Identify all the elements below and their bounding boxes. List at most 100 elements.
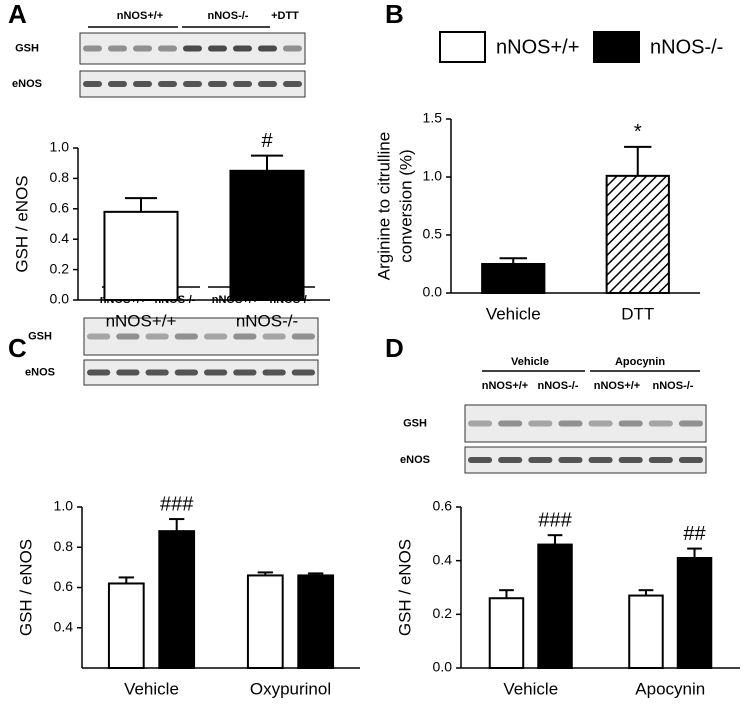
blot-band: [233, 81, 252, 87]
blot-band: [291, 369, 315, 376]
blot-band: [678, 420, 703, 427]
bar: [537, 543, 573, 669]
significance-label: ###: [538, 509, 572, 531]
blot-band: [283, 45, 302, 52]
blot-band: [262, 333, 286, 340]
bar: [246, 574, 284, 669]
blot-band: [558, 457, 583, 463]
bar: [676, 556, 713, 670]
blot-band: [204, 333, 228, 340]
blot-row-label: GSH: [15, 42, 39, 54]
blot-band: [233, 369, 257, 376]
blot-band: [648, 457, 673, 463]
y-tick-label: 1.0: [423, 168, 443, 184]
blot-band: [283, 81, 302, 87]
blot-band: [116, 369, 140, 376]
blot-band: [233, 333, 257, 340]
blot-band: [133, 81, 152, 87]
blot-band: [204, 369, 228, 376]
blot-band: [174, 333, 198, 340]
panel-label: B: [385, 0, 404, 29]
y-tick-label: 1.0: [50, 139, 70, 155]
blot-band: [158, 81, 177, 87]
x-tick-label: Vehicle: [503, 679, 558, 698]
x-tick-label: Vehicle: [124, 679, 179, 698]
blot-lane-label: nNOS+/+: [117, 10, 163, 22]
y-tick-label: 1.5: [423, 110, 443, 126]
blot-band: [258, 81, 277, 87]
blot-lane-label: nNOS+/+: [482, 380, 528, 392]
blot-lane-label: nNOS+/+: [594, 380, 640, 392]
y-tick-label: 0.4: [433, 551, 453, 567]
y-tick-label: 0.4: [50, 230, 70, 246]
y-tick-label: 0.0: [423, 284, 443, 300]
blot-band: [498, 420, 523, 427]
blot-band: [83, 45, 102, 52]
blot-lane-label: nNOS-/-: [208, 10, 249, 22]
x-tick-label: Apocynin: [635, 679, 705, 698]
blot-band: [618, 420, 643, 427]
blot-band: [208, 45, 227, 52]
x-tick-label: DTT: [621, 304, 654, 323]
blot-band: [183, 45, 202, 52]
blot-band: [468, 420, 493, 427]
blot-band: [183, 81, 202, 87]
blot-row-label: eNOS: [25, 366, 55, 378]
blot-band: [618, 457, 643, 463]
y-axis-label: GSH / eNOS: [12, 175, 31, 272]
bar: [297, 574, 335, 669]
blot-row-label: eNOS: [400, 454, 430, 466]
legend-swatch: [593, 31, 640, 63]
y-tick-label: 0.2: [50, 260, 70, 276]
y-axis-label: conversion (%): [396, 149, 415, 262]
bar: [107, 582, 145, 669]
blot-band: [233, 45, 252, 52]
legend-swatch: [439, 31, 486, 63]
x-tick-label: Vehicle: [486, 304, 541, 323]
y-tick-label: 0.0: [433, 659, 453, 675]
blot-band: [468, 457, 493, 463]
blot-group-label: Vehicle: [511, 356, 549, 368]
panel-label: D: [385, 333, 404, 363]
blot-lane-label: nNOS-/-: [538, 380, 579, 392]
blot-band: [678, 457, 703, 463]
blot-band: [87, 333, 111, 340]
blot-band: [83, 81, 102, 87]
panel-label: A: [8, 0, 27, 29]
blot-band: [108, 45, 127, 52]
bar: [488, 597, 525, 670]
blot-band: [158, 45, 177, 52]
blot-band: [498, 457, 523, 463]
y-tick-label: 0.0: [50, 291, 70, 307]
significance-label: #: [261, 130, 273, 152]
blot-band: [588, 420, 613, 427]
y-tick-label: 1.0: [54, 498, 74, 514]
bar: [605, 174, 670, 294]
bar: [628, 594, 664, 669]
legend-label: nNOS-/-: [650, 36, 723, 58]
y-axis-label: GSH / eNOS: [16, 539, 35, 636]
blot-row-label: eNOS: [12, 78, 42, 90]
y-tick-label: 0.6: [433, 498, 453, 514]
blot-image: [464, 404, 707, 443]
blot-group-label: Apocynin: [615, 356, 665, 368]
blot-band: [258, 45, 277, 52]
blot-band: [262, 369, 286, 376]
y-tick-label: 0.4: [54, 618, 74, 634]
significance-label: ##: [683, 523, 706, 545]
y-tick-label: 0.8: [50, 169, 70, 185]
bar: [158, 530, 196, 670]
y-axis-label: GSH / eNOS: [395, 539, 414, 636]
y-tick-label: 0.6: [54, 578, 74, 594]
significance-label: *: [634, 121, 642, 143]
blot-band: [108, 81, 127, 87]
blot-row-label: GSH: [403, 417, 427, 429]
blot-band: [648, 420, 673, 427]
y-tick-label: 0.8: [54, 538, 74, 554]
bar: [481, 263, 546, 294]
blot-band: [133, 45, 152, 52]
y-tick-label: 0.6: [50, 200, 70, 216]
legend-label: nNOS+/+: [496, 36, 579, 58]
blot-lane-label: +DTT: [271, 10, 299, 22]
